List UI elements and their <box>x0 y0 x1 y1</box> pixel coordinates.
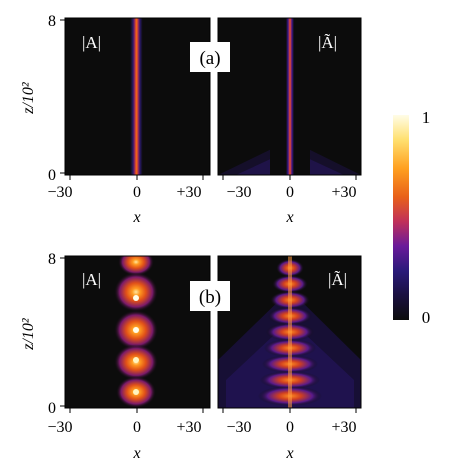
inset-label: |A| <box>82 270 101 289</box>
x-tick-label: +30 <box>176 419 201 436</box>
inset-label: |A| <box>82 33 101 52</box>
panel-label-a-box: (a) <box>190 42 230 72</box>
x-tick-label: −30 <box>47 419 72 436</box>
y-tick-label: 8 <box>48 13 56 30</box>
x-tick-label: 0 <box>286 184 294 201</box>
x-axis-b: −30 0 +30 −30 0 +30 x x <box>47 408 357 462</box>
x-axis-a: −30 0 +30 −30 0 +30 x x <box>47 175 357 226</box>
panel-a-right <box>217 17 362 176</box>
x-axis-label: x <box>285 445 293 462</box>
y-tick-label: 0 <box>48 400 56 417</box>
x-tick-label: −30 <box>47 184 72 201</box>
x-tick-label: 0 <box>286 419 294 436</box>
y-axis-b: 8 0 z/10² <box>20 251 65 417</box>
panel-label: (b) <box>199 287 221 308</box>
y-axis-label: z/10² <box>20 317 37 351</box>
inset-label: |Ã| <box>328 270 347 289</box>
y-tick-label: 0 <box>48 167 56 184</box>
x-tick-label: +30 <box>176 184 201 201</box>
panel-b-left <box>64 255 211 409</box>
x-tick-label: −30 <box>226 419 251 436</box>
x-axis-label: x <box>285 209 293 226</box>
x-tick-label: 0 <box>133 184 141 201</box>
colorbar-max-label: 1 <box>422 108 431 127</box>
x-tick-label: 0 <box>133 419 141 436</box>
y-axis-label: z/10² <box>20 81 37 115</box>
x-tick-label: −30 <box>226 184 251 201</box>
colorbar: 1 0 <box>393 108 430 327</box>
panel-b-right <box>217 255 362 409</box>
x-tick-label: +30 <box>331 184 356 201</box>
x-axis-label: x <box>132 209 140 226</box>
inset-label: |Ã| <box>318 33 337 52</box>
panel-a-left <box>64 17 211 176</box>
colorbar-min-label: 0 <box>422 308 431 327</box>
x-axis-label: x <box>132 445 140 462</box>
panel-label: (a) <box>199 48 220 69</box>
panel-label-b-box: (b) <box>190 281 230 311</box>
x-tick-label: +30 <box>331 419 356 436</box>
y-axis-a: 8 0 z/10² <box>20 13 65 184</box>
y-tick-label: 8 <box>48 251 56 268</box>
